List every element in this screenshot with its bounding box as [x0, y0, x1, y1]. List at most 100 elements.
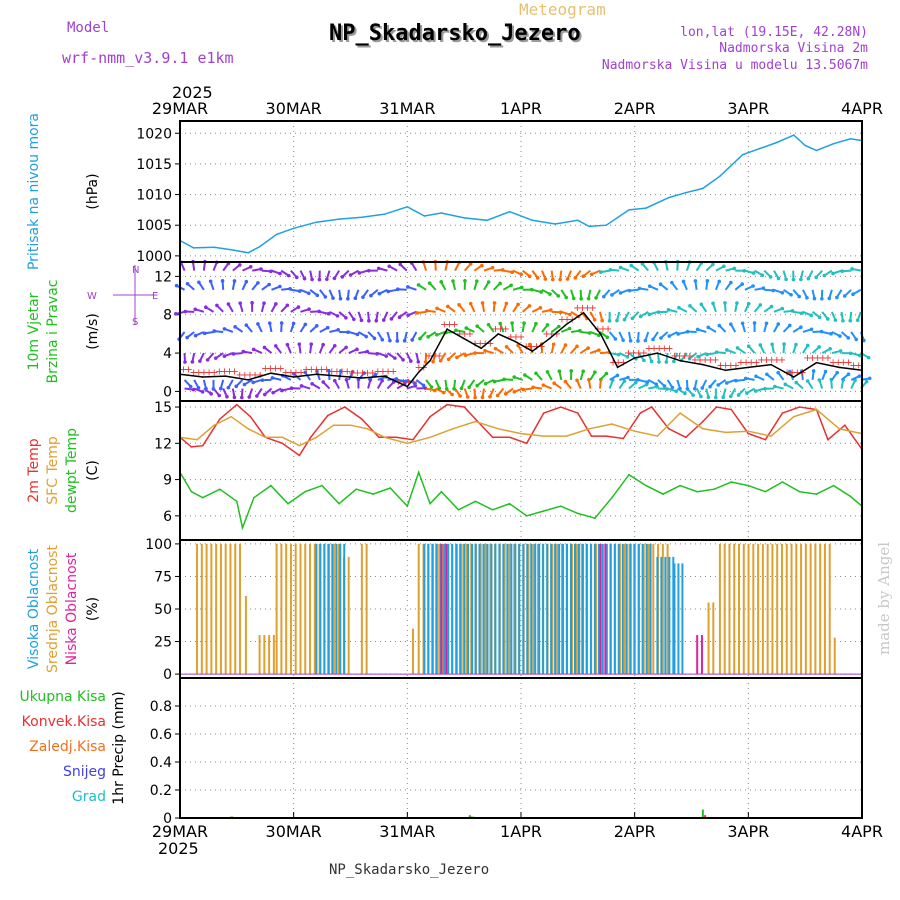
model-label: Model [67, 20, 110, 36]
wind-arrow-head [387, 264, 392, 269]
wind-arrow-head [825, 317, 830, 321]
compass-e: E [152, 291, 158, 302]
panel-unit: (hPa) [85, 173, 101, 209]
data-point [667, 196, 670, 199]
wind-arrow-head [674, 389, 679, 394]
wind-arrow-head [457, 303, 461, 307]
gust-mark: + [195, 367, 203, 378]
wind-arrow-head [234, 384, 238, 389]
y-tick-label: 1000 [136, 249, 172, 265]
y-tick-label: 25 [154, 635, 172, 651]
wind-arrow-head [332, 378, 337, 383]
wind-arrow-head [510, 321, 514, 325]
wind-arrow-head [340, 275, 345, 279]
wind-arrow-head [780, 290, 785, 295]
data-point [667, 428, 670, 430]
wind-arrow-head [797, 294, 802, 299]
wind-arrow-head [317, 277, 322, 282]
data-point [361, 418, 363, 420]
panel-ylabel: Visoka Oblacnost [26, 548, 42, 669]
wind-arrow-head [435, 306, 439, 311]
wind-arrow-head [746, 344, 751, 349]
station-title-shadow: NP_Skadarsko_Jezero [331, 23, 583, 48]
wind-arrow-head [586, 296, 591, 301]
gust-mark: + [225, 366, 233, 377]
wind-arrow-head [262, 301, 266, 305]
gust-mark: + [374, 366, 382, 377]
gust-mark: + [819, 353, 827, 364]
wind-arrow-head [791, 277, 796, 282]
time-label-top: 31MAR [379, 99, 435, 118]
data-point [429, 502, 431, 505]
gust-mark: + [353, 368, 361, 379]
wind-arrow-head [244, 323, 249, 327]
wind-arrow-head [706, 325, 711, 330]
wind-arrow-head [454, 328, 458, 333]
data-point [577, 412, 579, 414]
data-point [417, 371, 420, 374]
data-point [730, 481, 733, 483]
wind-arrow-head [563, 343, 568, 347]
data-point [605, 224, 608, 227]
data-point [474, 418, 477, 420]
wind-arrow-head [637, 286, 642, 291]
gust-mark: + [251, 370, 259, 381]
wind-arrow-head [700, 386, 705, 390]
wind-arrow-head [306, 291, 311, 296]
precip-ylabel: 1hr Precip (mm) [111, 691, 127, 804]
gust-mark: + [230, 366, 238, 377]
wind-arrow-head [626, 375, 630, 380]
wind-arrow-head [618, 265, 623, 270]
wind-arrow-head [696, 354, 700, 359]
footer-station: NP_Skadarsko_Jezero [329, 862, 490, 878]
wind-arrow-head [336, 328, 341, 332]
data-point [429, 436, 431, 439]
data-point [605, 435, 608, 437]
gust-mark: + [440, 319, 448, 330]
wind-arrow-head [812, 296, 817, 301]
wind-arrow-head [539, 290, 543, 294]
gust-mark: + [266, 363, 274, 374]
data-point [497, 428, 500, 430]
gust-mark: + [824, 353, 832, 364]
wind-arrow-head [280, 388, 284, 393]
wind-arrow-head [765, 372, 769, 377]
gust-mark: + [317, 364, 325, 375]
data-point [815, 408, 818, 411]
wind-arrow-head [367, 319, 371, 323]
data-point [679, 484, 681, 487]
wind-arrow-head [294, 275, 299, 280]
wind-arrow-head [188, 384, 193, 389]
wind-arrow-head [735, 301, 739, 305]
y-tick-label: 4 [163, 346, 172, 362]
wind-arrow-head [398, 262, 403, 267]
data-point [713, 488, 716, 491]
data-point [349, 424, 352, 426]
wind-arrow-head [285, 342, 290, 347]
data-point [542, 510, 545, 512]
wind-arrow-head [204, 386, 208, 391]
data-point [326, 414, 329, 417]
wind-arrow-head [256, 322, 260, 326]
wind-arrow-head [209, 392, 213, 396]
wind-arrow-head [409, 359, 413, 363]
data-point [383, 436, 386, 439]
gust-mark: + [517, 332, 525, 343]
gust-mark: + [645, 343, 653, 354]
wind-arrow-head [429, 385, 434, 389]
wind-arrow-head [685, 387, 690, 391]
data-point [764, 438, 767, 441]
wind-arrow-head [734, 378, 738, 383]
wind-arrow-head [809, 313, 813, 318]
data-point [446, 403, 448, 406]
wind-arrow-head [297, 342, 302, 346]
wind-arrow-head [867, 376, 872, 381]
gust-mark: + [834, 358, 842, 369]
data-point [804, 144, 806, 147]
data-point [201, 496, 204, 499]
gust-mark: + [757, 355, 765, 366]
wind-arrow-head [303, 322, 308, 327]
data-point [190, 446, 193, 448]
wind-arrow-head [519, 285, 524, 290]
data-point [406, 385, 409, 388]
